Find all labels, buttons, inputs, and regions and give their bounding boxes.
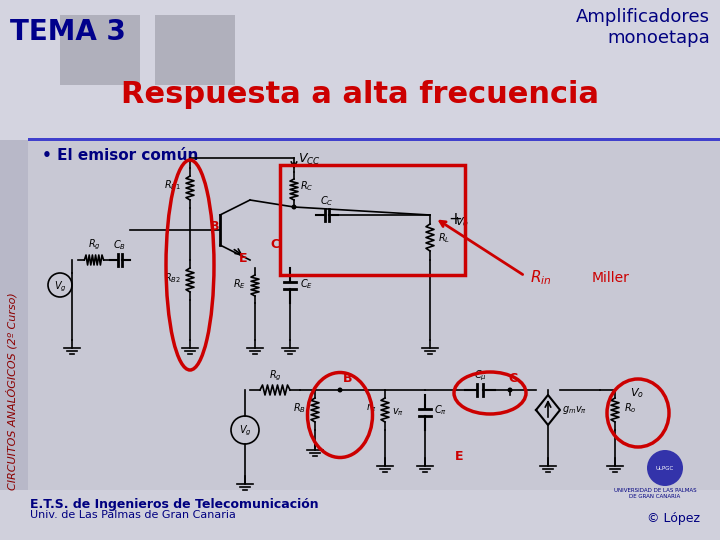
Circle shape — [508, 388, 513, 393]
Bar — [0, 140, 28, 500]
Text: $R_L$: $R_L$ — [438, 231, 450, 245]
Text: DE GRAN CANARIA: DE GRAN CANARIA — [629, 494, 680, 498]
Text: +: + — [448, 210, 462, 228]
Text: CIRCUITOS ANALÓGICOS (2º Curso): CIRCUITOS ANALÓGICOS (2º Curso) — [6, 292, 18, 490]
Bar — [28, 138, 720, 141]
Text: $V_{CC}$: $V_{CC}$ — [298, 152, 320, 167]
Text: $C_\mu$: $C_\mu$ — [474, 369, 487, 383]
Circle shape — [338, 388, 343, 393]
Text: $R_B$: $R_B$ — [293, 401, 306, 415]
Bar — [155, 15, 235, 85]
Text: $R_C$: $R_C$ — [300, 179, 313, 193]
Circle shape — [292, 205, 297, 210]
Text: B: B — [343, 372, 353, 385]
Text: $v_\pi$: $v_\pi$ — [392, 406, 404, 418]
Bar — [280, 165, 465, 275]
Text: Univ. de Las Palmas de Gran Canaria: Univ. de Las Palmas de Gran Canaria — [30, 510, 236, 520]
Text: E: E — [239, 252, 247, 265]
Text: $R_{in}$: $R_{in}$ — [530, 268, 552, 287]
Text: $g_m v_\pi$: $g_m v_\pi$ — [562, 404, 587, 416]
Text: C: C — [508, 372, 517, 385]
Text: ULPGC: ULPGC — [656, 465, 674, 470]
Text: TEMA 3: TEMA 3 — [10, 18, 126, 46]
Text: $r_\pi$: $r_\pi$ — [366, 402, 376, 414]
Bar — [0, 0, 720, 140]
Text: $V_o$: $V_o$ — [630, 386, 644, 400]
Text: $R_o$: $R_o$ — [624, 401, 636, 415]
Circle shape — [647, 450, 683, 486]
Bar — [60, 15, 140, 85]
Bar — [28, 490, 720, 493]
Text: Miller: Miller — [592, 271, 630, 285]
Text: $R_g$: $R_g$ — [269, 369, 282, 383]
Text: • El emisor común: • El emisor común — [42, 148, 199, 163]
Text: $V_o$: $V_o$ — [455, 215, 469, 229]
Text: $C_B$: $C_B$ — [114, 238, 127, 252]
Text: $V_g$: $V_g$ — [238, 424, 251, 438]
Text: $C_\pi$: $C_\pi$ — [434, 403, 447, 417]
Text: Respuesta a alta frecuencia: Respuesta a alta frecuencia — [121, 80, 599, 109]
Text: E: E — [455, 450, 464, 463]
Text: Amplificadores
monoetapa: Amplificadores monoetapa — [576, 8, 710, 47]
Text: B: B — [210, 219, 220, 233]
Text: $R_{B2}$: $R_{B2}$ — [164, 271, 181, 285]
Text: E.T.S. de Ingenieros de Telecomunicación: E.T.S. de Ingenieros de Telecomunicación — [30, 498, 319, 511]
Text: $R_E$: $R_E$ — [233, 277, 246, 291]
Text: $R_g$: $R_g$ — [88, 238, 100, 252]
Text: C: C — [271, 239, 279, 252]
Text: $R_{B1}$: $R_{B1}$ — [164, 178, 181, 192]
Text: $C_E$: $C_E$ — [300, 277, 313, 291]
Text: UNIVERSIDAD DE LAS PALMAS: UNIVERSIDAD DE LAS PALMAS — [613, 488, 696, 492]
Text: $C_C$: $C_C$ — [320, 194, 334, 208]
Bar — [0, 490, 720, 540]
Text: © López: © López — [647, 512, 700, 525]
Text: $V_g$: $V_g$ — [54, 280, 66, 294]
